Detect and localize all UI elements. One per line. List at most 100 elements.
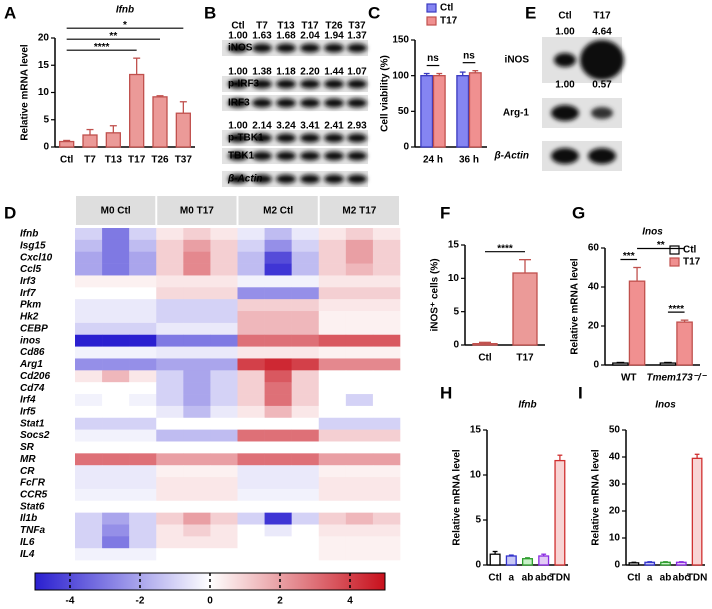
legend-swatch: [669, 257, 680, 267]
y-tick-label: 10: [470, 470, 482, 481]
group-header-box: [238, 196, 318, 225]
heatmap-cell: [237, 536, 265, 549]
y-tick-label: 50: [398, 106, 410, 117]
heatmap-cell: [372, 299, 401, 312]
y-tick-label: 150: [392, 35, 409, 46]
heatmap-cell: [156, 311, 184, 324]
heatmap-cell: [75, 488, 103, 502]
heatmap-cell: [210, 477, 238, 490]
band-quantification: 1.00: [228, 121, 248, 132]
heatmap-cell: [75, 465, 103, 478]
blot-band: [276, 98, 296, 108]
heatmap-cell: [102, 441, 130, 454]
error-bar: [508, 554, 514, 556]
bar: [420, 75, 434, 148]
heatmap-cell: [75, 441, 103, 454]
y-tick-label: 0: [453, 340, 459, 351]
heatmap-cell: [183, 477, 211, 490]
heatmap-cell: [75, 512, 103, 525]
heatmap-cell: [102, 500, 130, 513]
x-tick-label: Ctl: [627, 573, 641, 584]
heatmap-cell: [372, 382, 401, 395]
heatmap-cell: [210, 287, 238, 300]
bar: [691, 457, 703, 566]
heatmap-cell: [237, 548, 265, 561]
x-tick-label: Tmem173⁻/⁻: [647, 373, 708, 384]
lane-label: T13: [277, 21, 295, 32]
legend-label: Ctl: [440, 3, 454, 14]
x-tick-label: T13: [105, 155, 123, 166]
legend-swatch: [669, 245, 680, 255]
heatmap-cell: [183, 500, 211, 513]
colorbar-tick-label: 0: [207, 596, 213, 607]
heatmap-cell: [183, 275, 211, 288]
blot-band: [228, 98, 248, 108]
heatmap-cell: [372, 417, 401, 430]
blot-band: [228, 151, 248, 161]
blot-band: [551, 105, 579, 121]
row-label: Stat1: [20, 418, 45, 429]
heatmap-cell: [264, 453, 292, 466]
heatmap-cell: [156, 322, 184, 336]
heatmap-cell: [264, 488, 292, 502]
band-quantification: 2.20: [300, 67, 320, 78]
heatmap-cell: [102, 228, 130, 241]
x-tick-label: ab: [660, 573, 672, 584]
heatmap-cell: [372, 370, 401, 383]
y-tick-label: 10: [448, 273, 460, 284]
heatmap-cell: [264, 417, 292, 430]
heatmap-cell: [291, 394, 320, 407]
error-bar: [525, 557, 530, 559]
heatmap-cell: [264, 322, 292, 336]
colorbar-tick-label: 4: [347, 596, 353, 607]
band-quantification: 2.93: [347, 121, 367, 132]
heatmap-cell: [210, 488, 238, 502]
blot-band: [276, 174, 296, 184]
heatmap-cell: [237, 346, 265, 359]
heatmap-cell: [129, 299, 157, 312]
x-tick-label: abc: [535, 573, 553, 584]
heatmap-cell: [102, 370, 130, 383]
heatmap-cell: [102, 358, 130, 371]
heatmap-cell: [156, 251, 184, 264]
heatmap-cell: [318, 524, 347, 537]
heatmap-cell: [291, 536, 320, 549]
heatmap-cell: [345, 382, 374, 395]
heatmap-cell: [129, 394, 157, 407]
heatmap-cell: [372, 334, 401, 347]
y-tick-label: 20: [38, 33, 50, 44]
x-tick-label: T26: [151, 155, 169, 166]
heatmap-cell: [345, 465, 374, 478]
error-bar: [616, 361, 625, 364]
heatmap-cell: [183, 346, 211, 359]
heatmap-cell: [291, 512, 320, 525]
heatmap-cell: [318, 477, 347, 490]
lane-label: T17: [301, 21, 319, 32]
heatmap-cell: [237, 263, 265, 276]
x-tick-label: T17: [516, 353, 534, 364]
heatmap-cell: [372, 275, 401, 288]
row-label: inos: [20, 335, 41, 346]
heatmap-cell: [318, 417, 347, 430]
heatmap-cell: [237, 382, 265, 395]
heatmap-cell: [75, 405, 103, 419]
heatmap-cell: [183, 239, 211, 253]
x-tick-label: Ctl: [488, 573, 502, 584]
group-header: M0 Ctl: [101, 206, 131, 217]
heatmap-cell: [210, 346, 238, 359]
heatmap-cell: [75, 370, 103, 383]
heatmap-cell: [345, 441, 374, 454]
error-bar: [647, 561, 653, 563]
blot-band: [347, 79, 367, 89]
blot-band: [300, 43, 320, 53]
heatmap-cell: [318, 465, 347, 478]
heatmap-cell: [291, 524, 320, 537]
y-tick-label: 10: [38, 87, 50, 98]
heatmap-cell: [345, 299, 374, 312]
heatmap-cell: [156, 453, 184, 466]
heatmap-cell: [237, 477, 265, 490]
heatmap-cell: [210, 512, 238, 525]
heatmap-cell: [291, 548, 320, 561]
heatmap-cell: [129, 346, 157, 359]
heatmap-cell: [210, 441, 238, 454]
